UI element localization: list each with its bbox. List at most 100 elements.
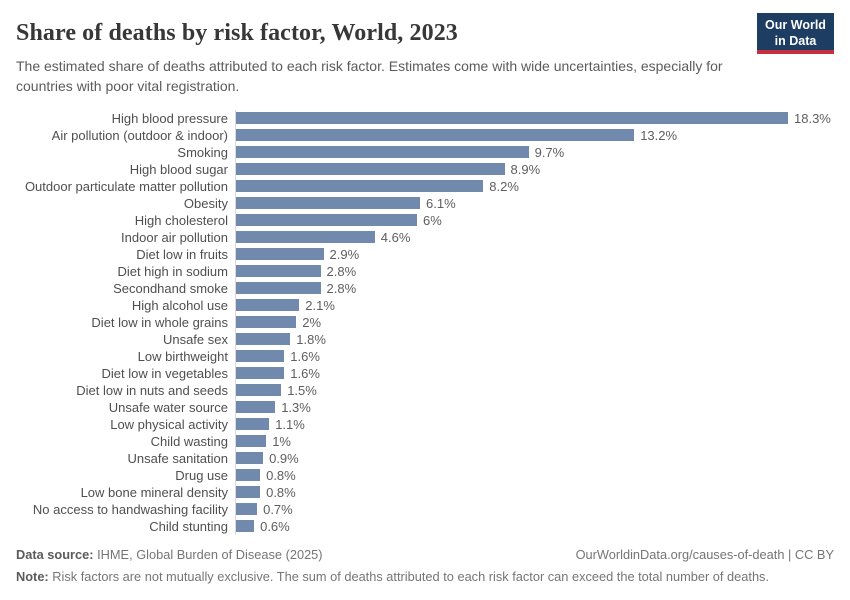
bar-row[interactable]: Unsafe water source 1.3% [16,398,834,416]
bar-label: Drug use [175,467,228,483]
bar-value-label: 1% [272,433,291,449]
bar-track: 4.6% [235,228,834,246]
bar-label: Child wasting [150,433,228,449]
bar-row[interactable]: High blood sugar 8.9% [16,160,834,178]
bar [236,282,321,295]
bar-value-label: 1.5% [287,382,317,398]
bar-track: 18.3% [235,109,834,127]
bar-track: 6% [235,211,834,229]
bar-row[interactable]: High blood pressure 18.3% [16,109,834,127]
bar-track: 2.8% [235,262,834,280]
bar-label: Smoking [177,144,228,160]
bar-label: High alcohol use [131,297,228,313]
bar [236,316,297,329]
bar-row[interactable]: Child stunting 0.6% [16,517,834,535]
bar-row[interactable]: Diet high in sodium 2.8% [16,262,834,280]
bar-value-label: 8.2% [489,178,519,194]
bar-label: Child stunting [149,518,228,534]
bar-track: 0.7% [235,500,834,518]
bar-row[interactable]: Secondhand smoke 2.8% [16,279,834,297]
bar-label: Diet low in whole grains [91,314,228,330]
bar-label: Indoor air pollution [121,229,228,245]
bar-label: High blood sugar [129,161,228,177]
data-source: Data source: IHME, Global Burden of Dise… [16,547,323,562]
bar [236,180,484,193]
bar-row[interactable]: Air pollution (outdoor & indoor) 13.2% [16,126,834,144]
bar [236,384,282,397]
bar-track: 0.9% [235,449,834,467]
bar-value-label: 0.8% [266,467,296,483]
note: Note: Risk factors are not mutually excl… [16,569,834,584]
bar-label: Diet low in nuts and seeds [76,382,228,398]
bar-track: 8.9% [235,160,834,178]
bar [236,333,291,346]
data-source-value: IHME, Global Burden of Disease (2025) [93,546,323,562]
bar-row[interactable]: No access to handwashing facility 0.7% [16,500,834,518]
bar [236,248,324,261]
bar-row[interactable]: High alcohol use 2.1% [16,296,834,314]
bar [236,146,529,159]
bar-track: 0.8% [235,466,834,484]
owid-logo: Our World in Data [757,13,834,54]
bar-label: High blood pressure [111,110,228,126]
bar-track: 13.2% [235,126,834,144]
bar-row[interactable]: Smoking 9.7% [16,143,834,161]
chart-subtitle: The estimated share of deaths attributed… [16,58,723,95]
bar-row[interactable]: Diet low in nuts and seeds 1.5% [16,381,834,399]
bar-row[interactable]: Low bone mineral density 0.8% [16,483,834,501]
note-value: Risk factors are not mutually exclusive.… [48,568,770,584]
bar-row[interactable]: Diet low in whole grains 2% [16,313,834,331]
bar-track: 2.1% [235,296,834,314]
bar [236,231,375,244]
bar-row[interactable]: Child wasting 1% [16,432,834,450]
bar-row[interactable]: Outdoor particulate matter pollution 8.2… [16,177,834,195]
bar-row[interactable]: Unsafe sex 1.8% [16,330,834,348]
bar [236,299,300,312]
bar-label: Secondhand smoke [113,280,228,296]
bar [236,265,321,278]
bar-row[interactable]: Drug use 0.8% [16,466,834,484]
bar-label: No access to handwashing facility [32,501,228,517]
footer-link[interactable]: OurWorldinData.org/causes-of-death | CC … [575,546,834,562]
bar-value-label: 1.6% [290,348,320,364]
bar-row[interactable]: Unsafe sanitation 0.9% [16,449,834,467]
bar-track: 6.1% [235,194,834,212]
bar-track: 0.8% [235,483,834,501]
bar-track: 1.6% [235,347,834,365]
bar-value-label: 9.7% [534,144,565,160]
bar [236,112,788,125]
bar-label: Obesity [183,195,228,211]
bar-row[interactable]: Low birthweight 1.6% [16,347,834,365]
bar-value-label: 13.2% [640,127,678,143]
data-source-label: Data source: [16,546,94,562]
bar-row[interactable]: Indoor air pollution 4.6% [16,228,834,246]
bar-value-label: 8.9% [510,161,541,177]
bar [236,469,261,482]
bar-value-label: 2.9% [329,246,360,262]
bar-value-label: 0.6% [260,518,290,534]
bar-track: 2.8% [235,279,834,297]
bar-label: Low bone mineral density [80,484,228,500]
bar-label: Outdoor particulate matter pollution [24,178,228,194]
bar-row[interactable]: High cholesterol 6% [16,211,834,229]
bar-value-label: 2% [302,314,322,330]
bar-row[interactable]: Low physical activity 1.1% [16,415,834,433]
bar-track: 1.3% [235,398,834,416]
bar [236,197,420,210]
bar [236,520,255,533]
bar-value-label: 1.6% [290,365,320,381]
bar [236,214,417,227]
bar-label: Low physical activity [110,416,228,432]
bar-track: 0.6% [235,517,834,535]
bar [236,452,264,465]
bar-row[interactable]: Diet low in fruits 2.9% [16,245,834,263]
bar-track: 1.8% [235,330,834,348]
bar-label: Unsafe water source [108,399,228,415]
bar-value-label: 6.1% [426,195,456,211]
bar-chart: High blood pressure 18.3% Air pollution … [16,109,834,535]
bar [236,350,285,363]
bar-row[interactable]: Diet low in vegetables 1.6% [16,364,834,382]
bar-row[interactable]: Obesity 6.1% [16,194,834,212]
bar [236,129,635,142]
bar-value-label: 1.8% [296,331,326,347]
